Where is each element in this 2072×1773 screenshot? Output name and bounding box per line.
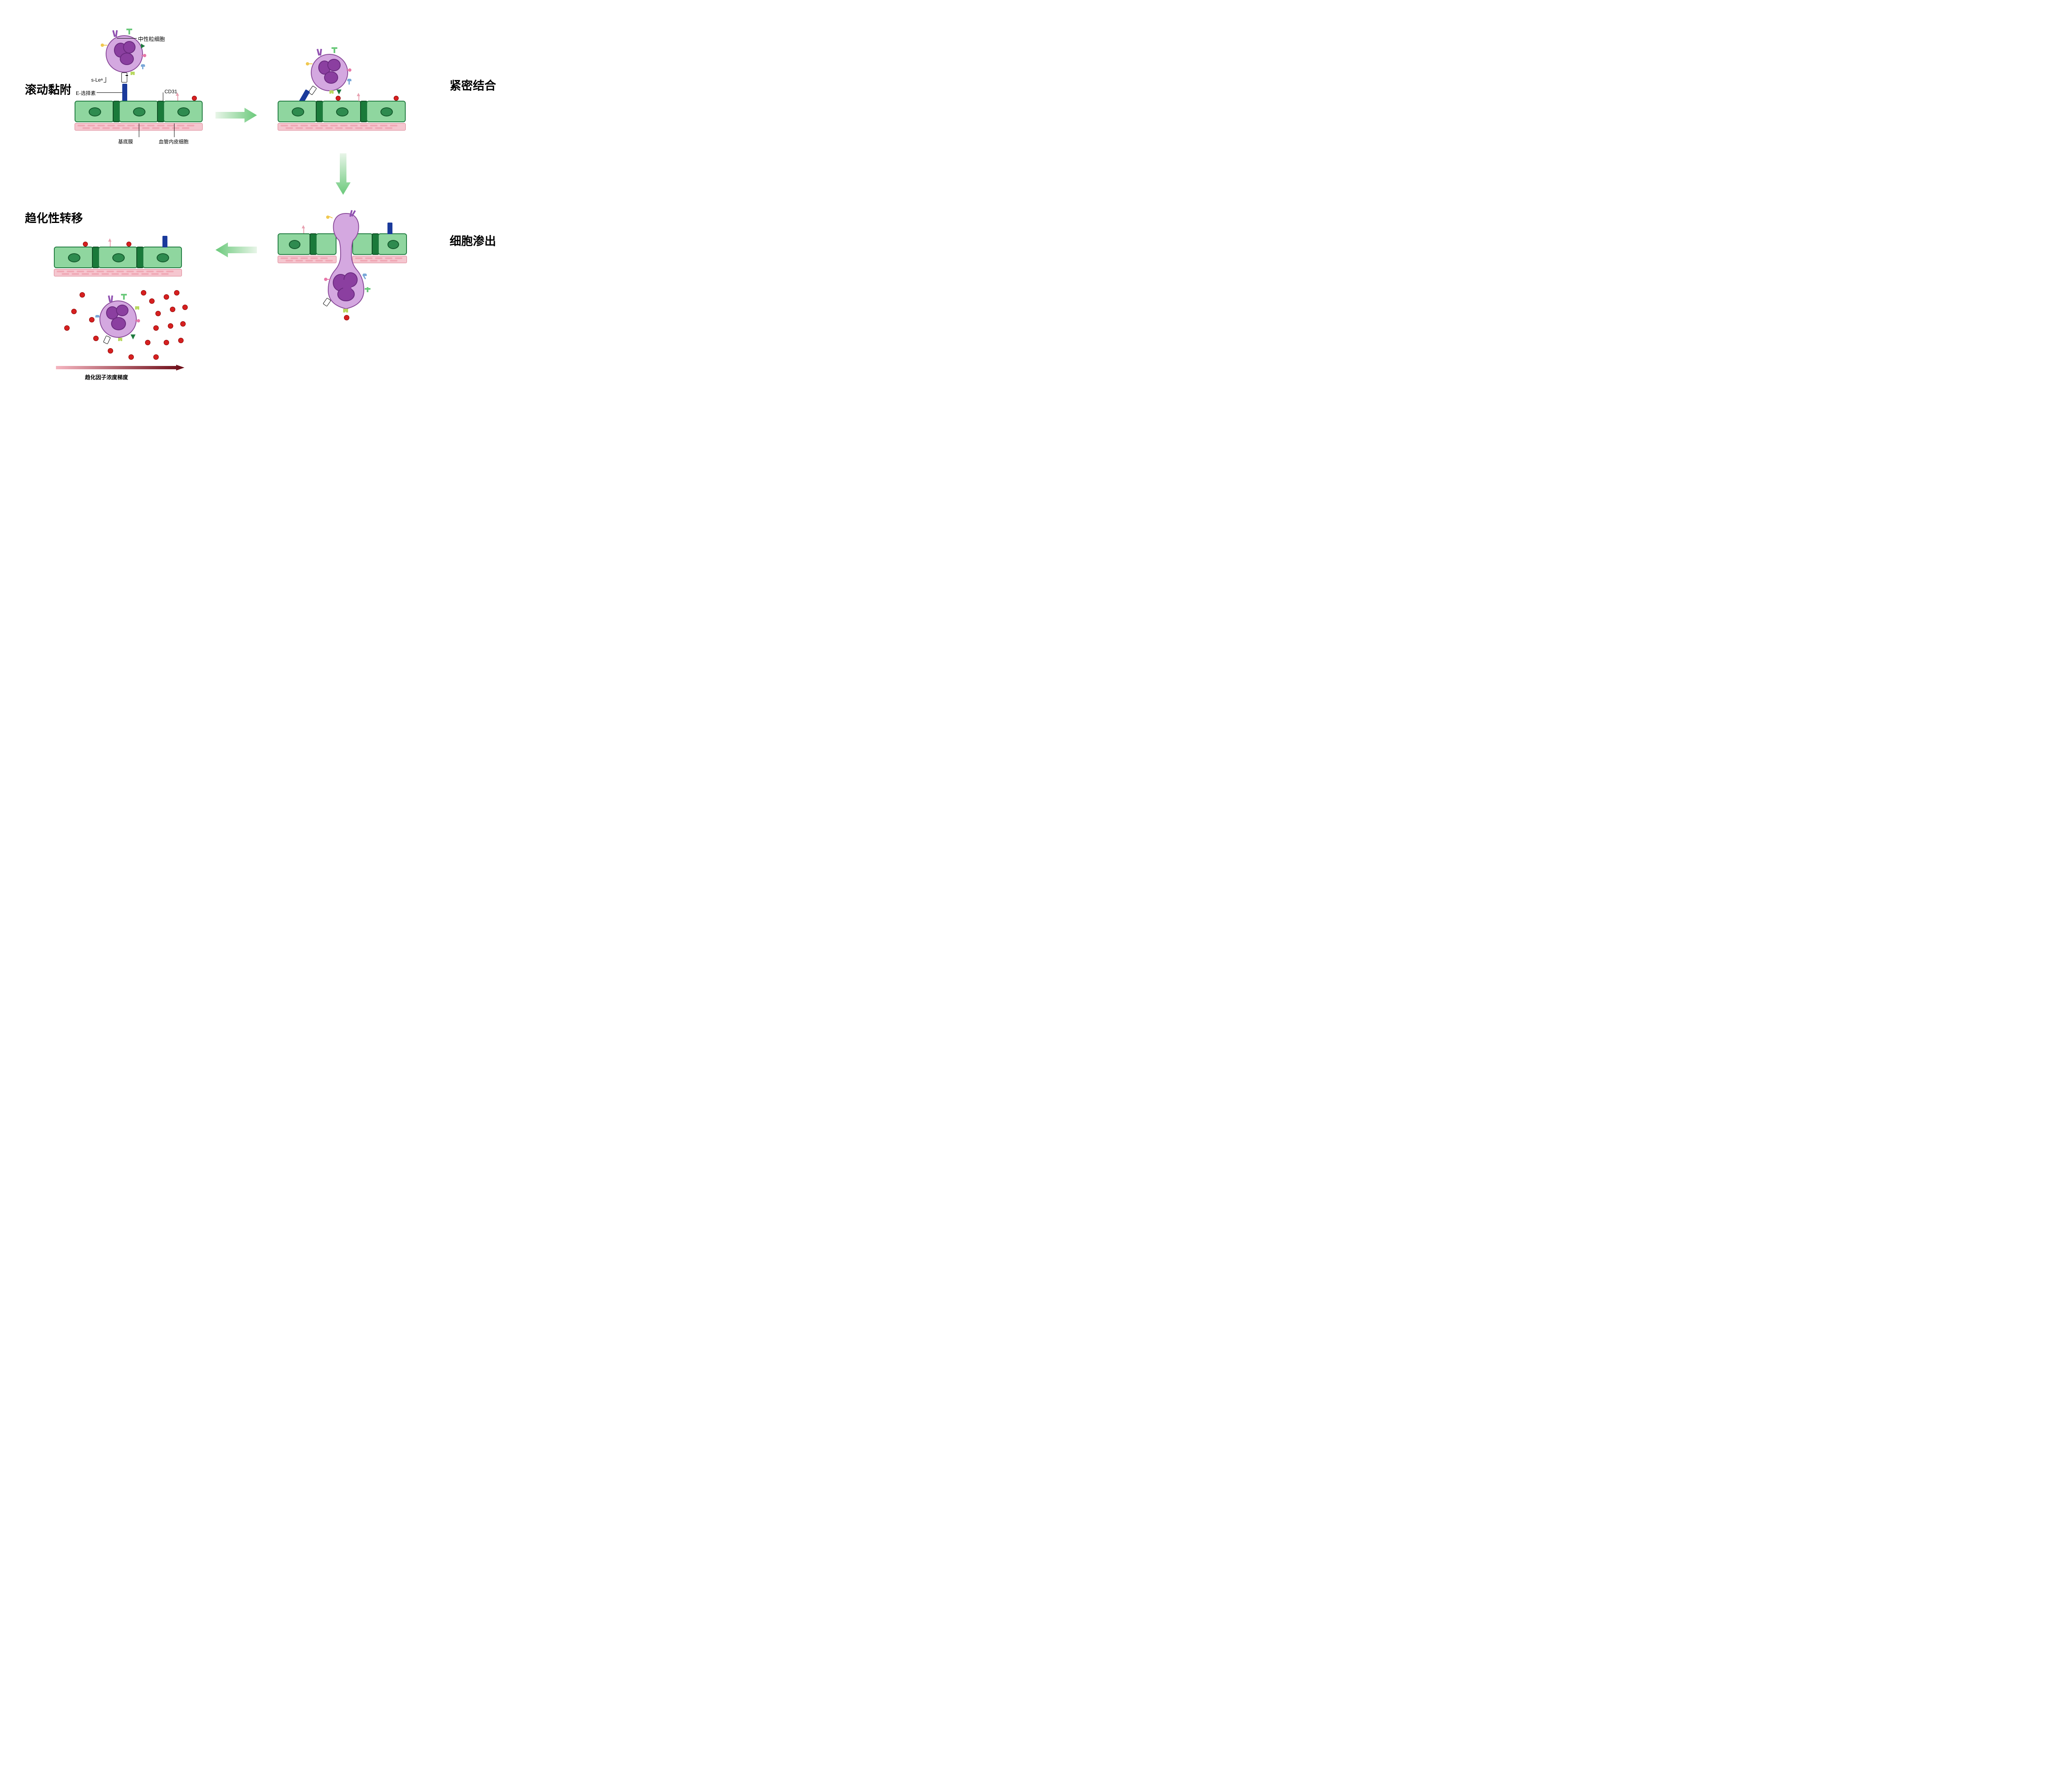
neutrophil-icon (95, 296, 141, 342)
label-sle: s-Leᵃ (90, 77, 104, 83)
label-endothelial: 血管内皮细胞 (159, 138, 189, 145)
endothelial-cell-icon (75, 101, 114, 122)
neutrophil-icon (307, 50, 352, 95)
label-cd31: CD31 (165, 89, 177, 94)
stage-title-tight: 紧密结合 (450, 77, 496, 93)
leader-line (117, 38, 137, 39)
stage-title-rolling: 滚动黏附 (25, 81, 71, 97)
receptor-lime-icon (131, 72, 135, 75)
chemokine-dot-icon (182, 305, 188, 310)
label-gradient: 趋化因子浓度梯度 (85, 373, 128, 381)
label-eselectin: E-选择素 (76, 90, 96, 97)
chemokine-dot-icon (145, 340, 150, 345)
eselectin-icon (122, 84, 127, 101)
chemokine-dot-icon (71, 309, 77, 314)
panel-diapedesis (278, 205, 410, 325)
chemokine-dot-icon (141, 290, 146, 296)
gradient-bar-icon (56, 365, 184, 371)
chemokine-dot-icon (149, 298, 155, 304)
stage-title-chemotaxis: 趋化性转移 (25, 209, 83, 226)
panel-rolling (75, 31, 207, 139)
chemokine-dot-icon (155, 311, 161, 316)
chemokine-dot-icon (153, 354, 159, 360)
sle-box-icon (121, 73, 127, 82)
receptor-green-icon (141, 44, 145, 48)
receptor-green-icon (336, 90, 341, 94)
arrow-down-icon (336, 153, 351, 195)
chemokine-dot-icon (192, 96, 197, 101)
chemokine-dot-icon (80, 292, 85, 298)
sle-box-icon (308, 85, 317, 95)
chemokine-dot-icon (178, 338, 184, 343)
chemokine-dot-icon (174, 290, 179, 296)
arrow-left-icon (215, 242, 257, 257)
label-neutrophil: 中性粒细胞 (138, 35, 165, 43)
chemokine-dot-icon (128, 354, 134, 360)
chemokine-dot-icon (108, 348, 113, 354)
chemokine-dot-icon (153, 325, 159, 331)
arrow-right-icon (215, 108, 257, 123)
label-basement: 基底膜 (118, 138, 133, 145)
stage-title-diapedesis: 细胞渗出 (450, 232, 496, 249)
chemokine-dot-icon (164, 294, 169, 300)
chemokine-dot-icon (164, 340, 169, 345)
chemokine-dot-icon (93, 336, 99, 341)
chemokine-dot-icon (168, 323, 173, 329)
panel-tight (278, 50, 410, 141)
chemokine-dot-icon (170, 307, 175, 312)
chemokine-dot-icon (64, 325, 70, 331)
chemokine-dot-icon (180, 321, 186, 327)
chemokine-dot-icon (89, 317, 94, 322)
